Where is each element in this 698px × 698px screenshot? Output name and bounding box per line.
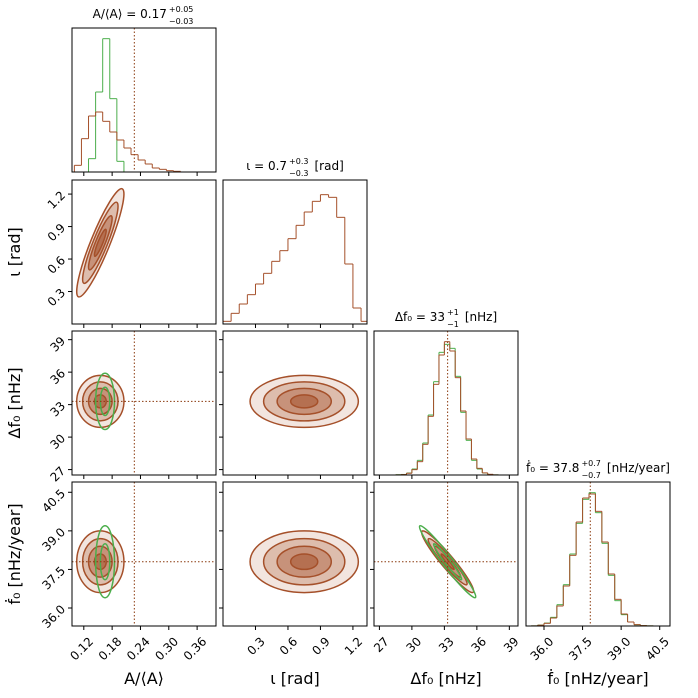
title-plus: +0.05 [169,5,194,14]
panel-frame [222,179,368,325]
x-tick-label: 36 [468,634,489,655]
x-axis-label: ḟ₀ [nHz/year] [547,669,648,688]
density-fill [290,394,318,408]
panel-frame [71,179,217,325]
contour [75,187,125,298]
contour [87,545,113,578]
y-tick-label: 0.3 [45,286,68,309]
y-tick-label: 1.2 [45,188,68,211]
x-axis-label: A/⟨A⟩ [124,669,164,688]
title-plus: +0.7 [581,459,600,468]
y-axis-label: ι [rad] [5,227,24,277]
panel [530,482,667,626]
x-tick-label: 0.3 [244,634,267,657]
title-minus: −0.7 [581,471,600,480]
y-tick-label: 0.9 [45,221,68,244]
title-unit: [nHz/year] [607,461,670,475]
contour [262,537,346,586]
title-main: ḟ₀ = 37.8 [526,459,579,475]
x-tick-label: 40.5 [643,634,672,663]
contour [289,553,319,571]
x-tick-label: 0.36 [181,634,210,663]
panel-frame [222,481,368,627]
x-tick-label: 0.12 [67,634,96,663]
x-tick-label: 33 [436,634,457,655]
panel-title: Δf₀ = 33 +1 −1 [nHz] [395,308,497,329]
panel [249,530,360,594]
x-tick-label: 30 [404,634,425,655]
contour [432,542,463,581]
title-main: ι = 0.7 [246,159,287,173]
panel-title: ḟ₀ = 37.8 +0.7 −0.7 [nHz/year] [526,459,670,480]
panel-title: ι = 0.7 +0.3 −0.3 [rad] [246,157,344,178]
x-tick-label: 0.6 [277,634,300,657]
x-tick-label: 0.30 [152,634,181,663]
y-axis-label: Δf₀ [nHz] [5,367,24,438]
contour [276,545,333,578]
contour [93,228,107,258]
contour [249,530,360,594]
title-main: A/⟨A⟩ = 0.17 [93,7,167,21]
x-tick-label: 0.9 [309,634,332,657]
y-tick-label: 37.5 [39,564,68,593]
panel-frame [71,330,217,476]
title-minus: −0.3 [289,169,308,178]
y-axis-label: ḟ₀ [nHz/year] [5,503,24,604]
panel-frame [71,27,217,173]
panel [75,187,125,298]
contour [276,387,333,416]
y-tick-label: 39 [47,334,68,355]
panel-title: A/⟨A⟩ = 0.17 +0.05 −0.03 [93,5,194,26]
panel-frame [373,330,519,476]
x-axis-label: ι [rad] [270,669,320,688]
contour [81,201,119,285]
x-tick-label: 37.5 [566,634,595,663]
title-unit: [rad] [314,159,343,173]
panel [72,331,216,475]
y-tick-label: 39.0 [39,525,68,554]
panel [223,194,367,324]
y-tick-label: 30 [47,431,68,452]
title-plus: +0.3 [289,157,308,166]
contour [440,553,455,571]
title-plus: +1 [447,308,459,317]
panel-frame [373,481,519,627]
panel-frame [222,330,368,476]
title-main: Δf₀ = 33 [395,310,445,324]
x-tick-label: 39.0 [605,634,634,663]
y-tick-label: 36 [47,366,68,387]
y-tick-label: 36.0 [39,602,68,631]
contour [262,381,346,422]
title-minus: −1 [447,320,459,329]
panel [73,28,216,172]
panel [249,374,360,429]
title-minus: −0.03 [169,17,194,26]
density-fill [290,554,318,570]
x-tick-label: 27 [371,634,392,655]
contour [87,214,113,271]
contour [420,530,475,594]
panel-frame [525,481,671,627]
y-tick-label: 27 [47,464,68,485]
density-fill [94,229,107,257]
x-tick-label: 39 [501,634,522,655]
panel [374,482,518,626]
x-tick-label: 0.18 [96,634,125,663]
y-tick-label: 33 [47,399,68,420]
y-tick-label: 0.6 [45,253,68,276]
title-unit: [nHz] [465,310,497,324]
x-tick-label: 0.24 [124,634,153,663]
x-tick-label: 36.0 [528,634,557,663]
x-axis-label: Δf₀ [nHz] [410,669,481,688]
contour [249,374,360,429]
contour [418,524,477,599]
panel [379,331,515,475]
panel [72,482,216,626]
contour [289,394,319,409]
x-tick-label: 1.2 [342,634,365,657]
panel-frame [71,481,217,627]
y-tick-label: 40.5 [39,487,68,516]
contour [87,387,113,416]
